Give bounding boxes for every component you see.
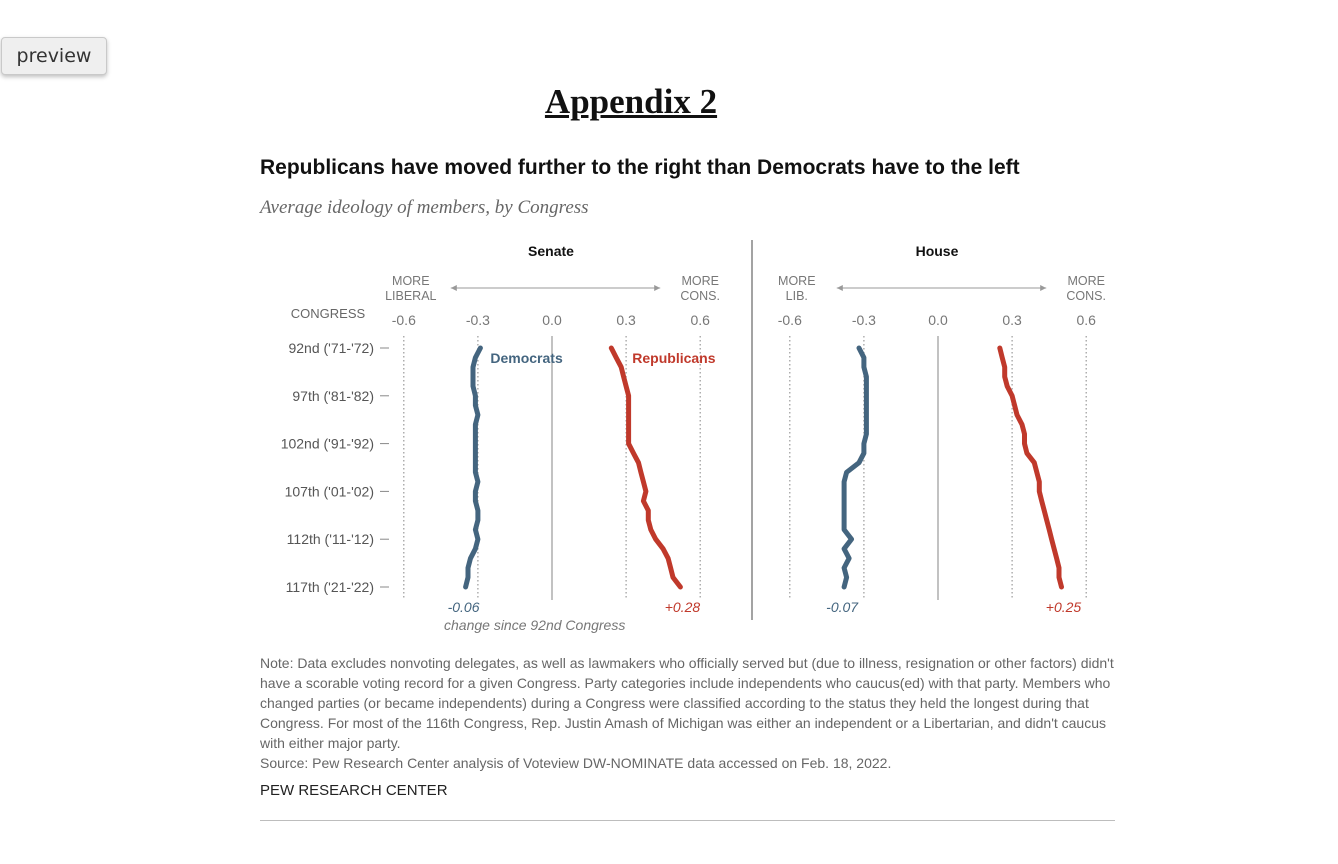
- house-more-liberal-label: LIB.: [786, 289, 808, 303]
- change-since-label: change since 92nd Congress: [444, 617, 625, 633]
- congress-tick-label: 92nd ('71-'72): [288, 340, 374, 356]
- house-democrats-change-label: -0.07: [826, 599, 859, 615]
- house-x-tick-label: 0.0: [928, 312, 948, 328]
- senate-more-liberal-label: MORE: [392, 274, 430, 288]
- congress-tick-label: 97th ('81-'82): [292, 388, 374, 404]
- republicans-legend-label: Republicans: [632, 350, 715, 366]
- congress-tick-label: 107th ('01-'02): [285, 483, 374, 499]
- congress-axis-title: CONGRESS: [291, 306, 366, 321]
- senate-more-conservative-label: CONS.: [680, 289, 720, 303]
- house-democrats-line: [841, 345, 869, 590]
- congress-tick-label: 117th ('21-'22): [286, 579, 374, 595]
- congress-tick-label: 102nd ('91-'92): [281, 436, 374, 452]
- brand-label: PEW RESEARCH CENTER: [260, 782, 448, 799]
- house-panel-title: House: [916, 243, 959, 259]
- senate-x-tick-label: 0.6: [690, 312, 710, 328]
- senate-x-tick-label: 0.0: [542, 312, 562, 328]
- senate-republicans-change-label: +0.28: [665, 599, 701, 615]
- senate-democrats-change-label: -0.06: [448, 599, 480, 615]
- chart-note: Note: Data excludes nonvoting delegates,…: [260, 655, 1114, 751]
- house-x-tick-label: 0.3: [1002, 312, 1022, 328]
- preview-button[interactable]: preview: [1, 37, 107, 75]
- senate-panel-title: Senate: [528, 243, 574, 259]
- house-x-tick-label: -0.6: [778, 312, 802, 328]
- senate-x-tick-label: 0.3: [616, 312, 636, 328]
- senate-arrow-head-right: [654, 285, 661, 291]
- senate-more-liberal-label: LIBERAL: [385, 289, 436, 303]
- chart-source: Source: Pew Research Center analysis of …: [260, 755, 892, 771]
- house-x-tick-label: 0.6: [1076, 312, 1096, 328]
- house-republicans-change-label: +0.25: [1046, 599, 1082, 615]
- chart-subtitle: Average ideology of members, by Congress: [260, 197, 589, 218]
- appendix-heading: Appendix 2: [544, 82, 718, 121]
- senate-arrow-head-left: [450, 285, 457, 291]
- house-more-conservative-label: MORE: [1067, 274, 1105, 288]
- house-x-tick-label: -0.3: [852, 312, 876, 328]
- house-more-conservative-label: CONS.: [1066, 289, 1106, 303]
- democrats-legend-label: Democrats: [490, 350, 563, 366]
- ideology-chart: CONGRESS 92nd ('71-'72) 97th ('81-'82) 102n…: [281, 240, 1106, 633]
- senate-x-tick-label: -0.3: [466, 312, 490, 328]
- senate-democrats-line: [463, 345, 483, 590]
- senate-republicans-line: [608, 345, 683, 590]
- house-more-liberal-label: MORE: [778, 274, 816, 288]
- house-arrow-head-left: [836, 285, 843, 291]
- senate-x-tick-label: -0.6: [392, 312, 416, 328]
- chart-title: Republicans have moved further to the ri…: [260, 156, 1020, 179]
- congress-tick-label: 112th ('11-'12): [287, 531, 374, 547]
- house-arrow-head-right: [1040, 285, 1047, 291]
- house-republicans-line: [997, 345, 1064, 590]
- bottom-divider: [260, 820, 1115, 821]
- senate-more-conservative-label: MORE: [681, 274, 719, 288]
